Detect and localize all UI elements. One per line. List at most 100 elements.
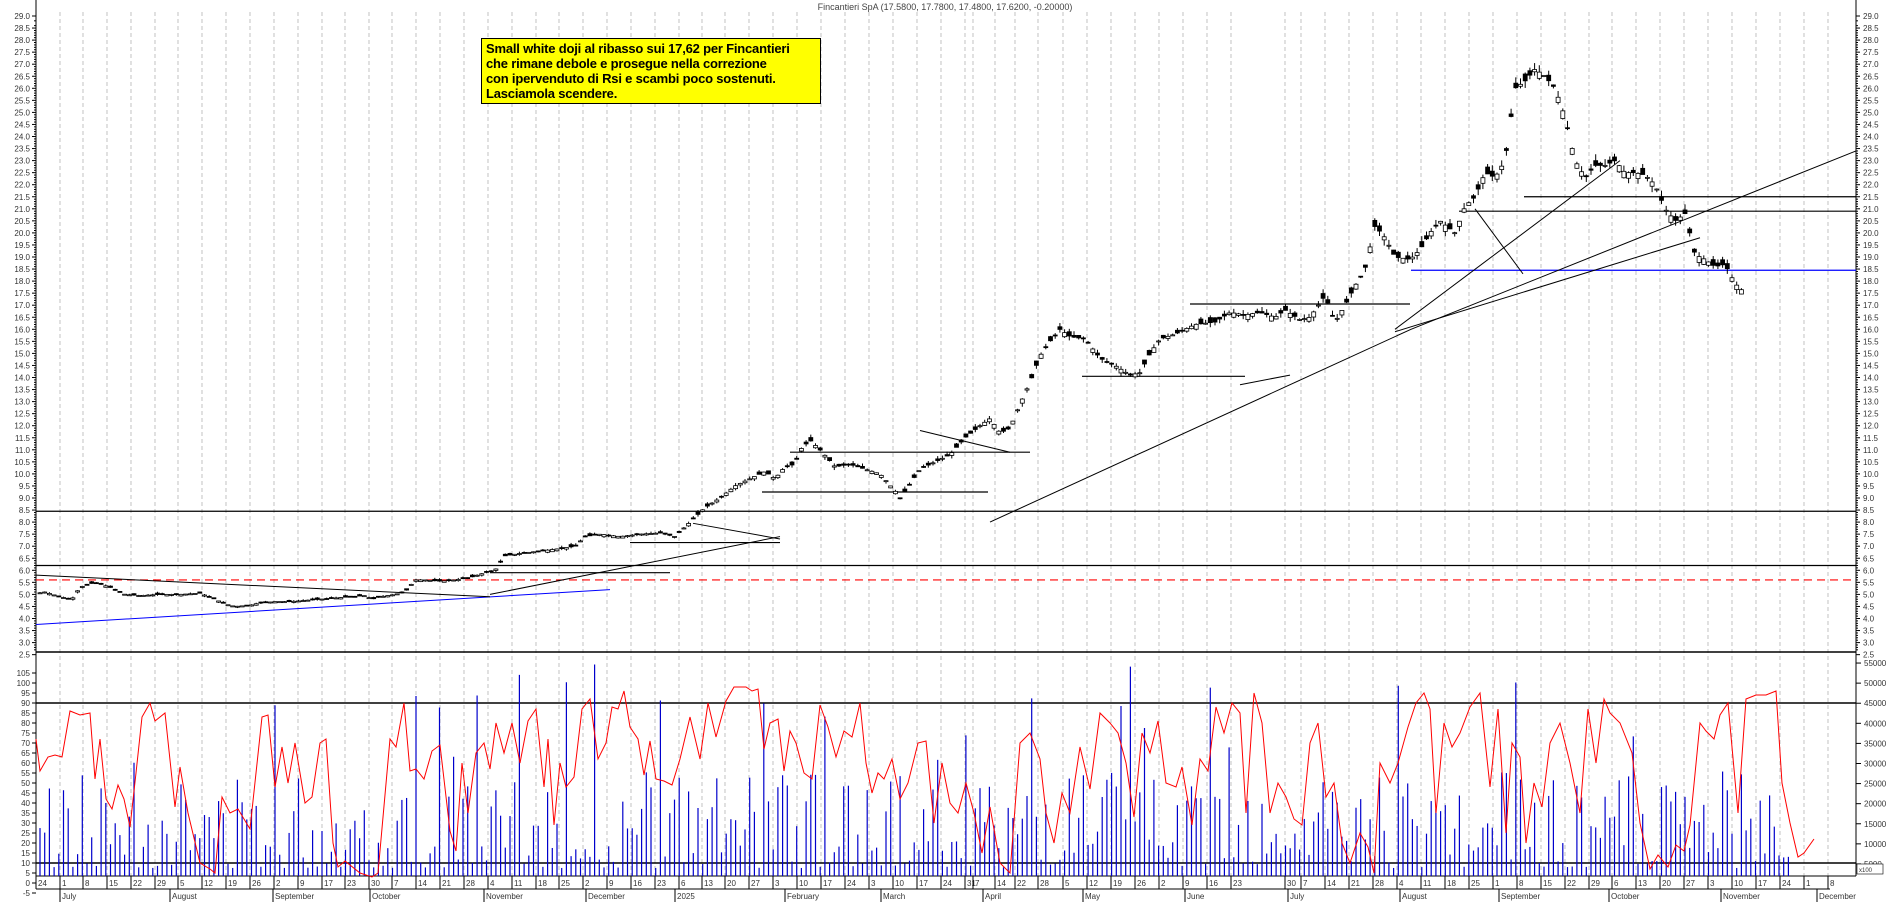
candle-body	[549, 549, 555, 553]
rsi-tick-label: 65	[21, 749, 30, 758]
candle-body	[1668, 215, 1674, 223]
date-label: 8	[1830, 879, 1835, 888]
candle-body	[1207, 317, 1213, 324]
price-tick-label: 27.0	[14, 60, 30, 69]
candle-body	[827, 457, 832, 461]
candle-body	[634, 533, 640, 536]
candle-body	[991, 423, 997, 429]
candle-body	[1626, 172, 1631, 179]
price-tick-label: 24.0	[1863, 133, 1879, 142]
candle-body	[653, 532, 659, 535]
candle-body	[1663, 209, 1669, 212]
price-tick-label: 18.5	[14, 265, 30, 274]
price-tick-label: 3.0	[1863, 639, 1875, 648]
price-tick-label: 28.5	[14, 24, 30, 33]
month-label: June	[1187, 892, 1205, 901]
price-tick-label: 15.5	[1863, 337, 1879, 346]
candle-body	[1405, 255, 1411, 260]
price-tick-label: 11.5	[15, 434, 31, 443]
candle-body	[432, 578, 438, 582]
candle-body	[1621, 170, 1627, 179]
candle-body	[357, 594, 363, 597]
candle-body	[1264, 312, 1270, 315]
price-tick-label: 23.5	[14, 145, 30, 154]
candle-body	[469, 574, 475, 578]
date-label: 10	[895, 879, 904, 888]
price-tick-label: 6.5	[19, 554, 31, 563]
price-tick-label: 16.5	[14, 313, 30, 322]
candle-body	[202, 594, 207, 597]
rsi-tick-label: 25	[21, 829, 30, 838]
candle-body	[540, 549, 546, 552]
candle-body	[117, 591, 123, 593]
candle-body	[752, 476, 757, 480]
candle-body	[1720, 259, 1725, 266]
candle-body	[1555, 96, 1561, 103]
candle-body	[1198, 318, 1204, 325]
date-label: 29	[1591, 879, 1600, 888]
candle-body	[140, 595, 146, 597]
date-label: 10	[799, 879, 808, 888]
candle-body	[145, 594, 151, 597]
rsi-tick-label: -5	[23, 889, 31, 898]
month-label: December	[1819, 892, 1856, 901]
candle-body	[705, 503, 710, 507]
candle-body	[484, 571, 489, 573]
date-label: 5	[180, 879, 185, 888]
price-tick-label: 25.5	[1863, 96, 1879, 105]
candle-body	[1052, 334, 1058, 337]
month-label: May	[1085, 892, 1100, 901]
price-tick-label: 17.5	[1863, 289, 1879, 298]
candle-body	[404, 588, 410, 591]
price-tick-label: 26.0	[1863, 84, 1879, 93]
candle-body	[1485, 166, 1490, 175]
date-label: 24	[38, 879, 47, 888]
candle-body	[1480, 177, 1486, 184]
candle-body	[1292, 312, 1298, 317]
candle-body	[737, 482, 743, 486]
price-tick-label: 17.0	[1863, 301, 1879, 310]
date-label: 12	[1089, 879, 1098, 888]
candle-body	[413, 579, 419, 582]
candle-body	[554, 548, 560, 552]
candle-body	[559, 547, 565, 549]
candle-body	[1179, 329, 1185, 332]
candle-body	[1250, 313, 1255, 317]
candle-body	[629, 534, 635, 537]
price-tick-label: 24.5	[1863, 120, 1879, 129]
candle-body	[761, 471, 767, 476]
candle-body	[1269, 315, 1274, 322]
candle-body	[272, 601, 278, 604]
date-label: 14	[1327, 879, 1336, 888]
candle-body	[1489, 170, 1495, 177]
candle-body	[187, 593, 193, 596]
candle-body	[639, 533, 644, 536]
price-tick-label: 7.0	[19, 542, 31, 551]
date-label: 6	[681, 879, 686, 888]
month-label: July	[1290, 892, 1304, 901]
candle-body	[371, 597, 377, 600]
rsi-tick-label: 50	[21, 779, 30, 788]
candle-body	[1254, 310, 1260, 314]
date-label: 9	[300, 879, 305, 888]
price-tick-label: 21.5	[1863, 193, 1879, 202]
date-label: 21	[442, 879, 451, 888]
candle-body	[681, 527, 687, 530]
candle-body	[220, 601, 226, 604]
candle-body	[1358, 275, 1364, 278]
candle-body	[620, 535, 626, 539]
candle-body	[1320, 293, 1326, 299]
candle-body	[963, 433, 969, 438]
candle-body	[1156, 340, 1161, 343]
date-label: 14	[418, 879, 427, 888]
candle-body	[1081, 337, 1086, 340]
candle-body	[56, 595, 62, 598]
candle-body	[249, 604, 254, 607]
trend-line	[1474, 208, 1524, 275]
candle-body	[479, 573, 485, 576]
candle-body	[987, 418, 992, 423]
candle-body	[1433, 224, 1439, 227]
candle-body	[42, 591, 48, 594]
candle-body	[808, 437, 814, 442]
month-label: November	[486, 892, 523, 901]
